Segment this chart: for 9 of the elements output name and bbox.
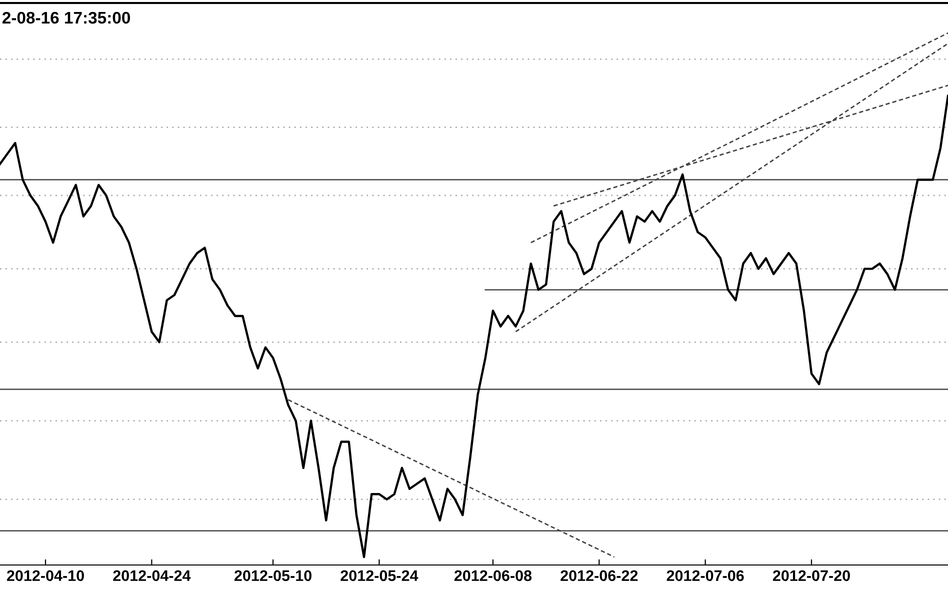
chart-title: 2-08-16 17:35:00 — [2, 12, 130, 24]
x-tick-label: 2012-04-10 — [6, 570, 84, 582]
x-tick-label: 2012-06-08 — [454, 570, 532, 582]
x-tick-label: 2012-05-10 — [234, 570, 312, 582]
x-tick-label: 2012-04-24 — [113, 570, 191, 582]
x-tick-label: 2012-07-06 — [666, 570, 744, 582]
x-tick-label: 2012-06-22 — [560, 570, 638, 582]
x-tick-label: 2012-07-20 — [772, 570, 850, 582]
x-tick-label: 2012-05-24 — [340, 570, 418, 582]
